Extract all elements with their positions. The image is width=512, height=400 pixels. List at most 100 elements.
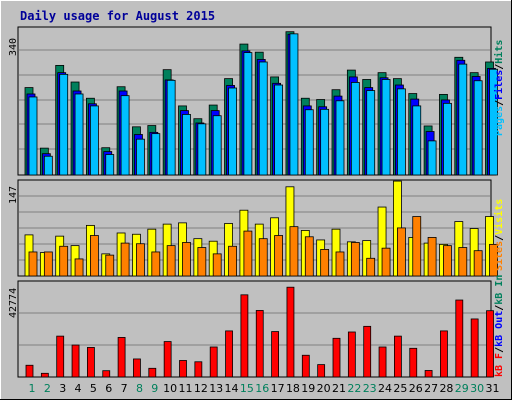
x-axis-day-labels: 1 2 3 4 5 6 7 8 9 10 11 12 13 14 15 16 17 18 19 20 21 22 23 24 2… xyxy=(29,382,500,395)
sites-bar xyxy=(136,243,145,277)
pages-bar xyxy=(151,133,161,176)
bottom-y-max-label: 42774 xyxy=(8,288,19,318)
sites-bar xyxy=(28,251,38,277)
kb-f-bar xyxy=(317,364,326,378)
legend-kb-in: kB In xyxy=(494,275,505,305)
kb-f-bar xyxy=(409,347,418,378)
day-label: 8 xyxy=(136,382,143,395)
middle-y-max-label: 147 xyxy=(8,186,19,204)
pages-bar xyxy=(197,123,207,176)
day-label: 1 xyxy=(29,382,36,395)
day-label: 6 xyxy=(105,382,112,395)
kb-f-bar xyxy=(209,346,218,378)
sites-bar xyxy=(366,257,376,277)
legend-kb-f: kB F xyxy=(494,353,505,377)
day-label: 9 xyxy=(151,382,158,395)
pages-bar xyxy=(320,108,330,176)
day-label: 21 xyxy=(332,382,346,395)
pages-bar xyxy=(182,114,191,176)
day-label: 15 xyxy=(240,382,254,395)
pages-bar xyxy=(105,154,115,176)
day-label: 22 xyxy=(347,382,361,395)
day-label: 18 xyxy=(286,382,300,395)
sites-bar xyxy=(350,242,360,277)
sites-bar xyxy=(396,227,406,277)
day-label: 26 xyxy=(409,382,423,395)
kb-f-bar xyxy=(301,354,310,378)
pages-bar xyxy=(489,68,498,176)
pages-bar xyxy=(212,115,222,176)
pages-bar xyxy=(136,138,145,176)
sites-bar xyxy=(304,236,314,277)
pages-bar xyxy=(74,93,84,176)
kb-f-bar xyxy=(194,361,203,378)
top-y-max-label: 340 xyxy=(8,38,19,56)
kb-f-bar xyxy=(117,337,126,378)
kb-f-bar xyxy=(255,310,264,378)
day-label: 13 xyxy=(209,382,223,395)
pages-bar xyxy=(366,90,376,176)
sites-bar xyxy=(166,245,176,277)
day-label: 3 xyxy=(59,382,66,395)
day-label: 11 xyxy=(179,382,193,395)
kb-f-bar xyxy=(486,310,494,378)
day-label: 19 xyxy=(301,382,315,395)
sites-bar xyxy=(212,253,222,277)
sites-bar xyxy=(105,254,115,277)
pages-bar xyxy=(120,95,130,176)
pages-bar xyxy=(289,33,299,176)
kb-f-bar xyxy=(393,335,402,378)
pages-bar xyxy=(381,79,391,176)
pages-bar xyxy=(43,155,53,176)
sites-bar xyxy=(182,242,191,277)
kb-f-bar xyxy=(225,330,233,378)
day-label: 29 xyxy=(455,382,469,395)
sites-bar xyxy=(90,235,99,277)
pages-bar xyxy=(473,80,483,176)
pages-bar xyxy=(59,73,69,176)
sites-bar xyxy=(289,226,299,277)
kb-f-bar xyxy=(271,331,280,378)
day-label: 7 xyxy=(121,382,128,395)
kb-f-bar xyxy=(424,370,433,378)
sites-bar xyxy=(151,251,161,277)
legend-separator: / xyxy=(494,100,505,106)
pages-bar xyxy=(28,96,38,176)
bottom-legend: kB F/kB Out/kB In xyxy=(494,275,505,377)
sites-bar xyxy=(427,237,437,277)
pages-bar xyxy=(228,87,237,176)
legend-kb-out: kB Out xyxy=(494,311,505,347)
sites-bar xyxy=(473,250,483,277)
pages-bar xyxy=(243,52,253,176)
day-label: 23 xyxy=(363,382,377,395)
sites-bar xyxy=(258,238,268,277)
kb-f-bar xyxy=(378,346,387,378)
day-label: 17 xyxy=(271,382,285,395)
sites-bar xyxy=(381,247,391,277)
pages-bar xyxy=(335,100,345,176)
kb-f-bar xyxy=(332,337,341,378)
sites-bar xyxy=(228,245,237,277)
kb-f-bar xyxy=(71,344,80,378)
top-legend: Pages/Files/Hits xyxy=(493,40,505,136)
pages-bar xyxy=(258,61,268,176)
sites-bar xyxy=(59,245,69,277)
pages-bar xyxy=(412,105,422,176)
pages-bar xyxy=(274,84,284,176)
day-label: 30 xyxy=(470,382,484,395)
day-label: 2 xyxy=(44,382,51,395)
legend-hits: Hits xyxy=(493,40,505,64)
kb-f-bar xyxy=(56,335,65,378)
kb-f-bar xyxy=(363,325,372,378)
day-label: 14 xyxy=(225,382,239,395)
legend-files: Files xyxy=(493,70,505,100)
legend-pages: Pages xyxy=(494,106,505,136)
sites-bar xyxy=(335,251,345,277)
pages-bar xyxy=(458,63,468,176)
chart-title: Daily usage for August 2015 xyxy=(20,9,215,23)
kb-f-bar xyxy=(240,294,249,378)
pages-bar xyxy=(90,105,99,176)
pages-bar xyxy=(443,102,452,176)
legend-sites: Sites xyxy=(493,241,505,271)
day-label: 10 xyxy=(163,382,177,395)
